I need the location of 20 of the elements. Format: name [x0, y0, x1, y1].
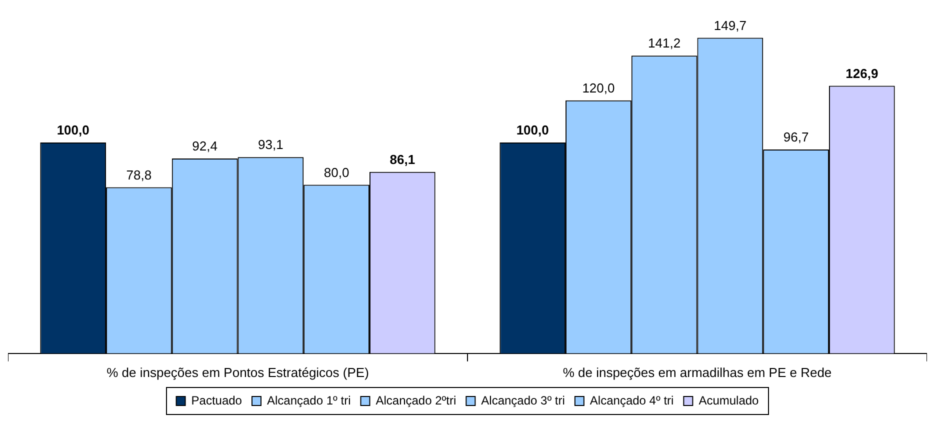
legend-label: Alcançado 4º tri	[590, 393, 674, 408]
data-label: 93,1	[258, 137, 284, 152]
x-tick-label: % de inspeções em Pontos Estratégicos (PE)	[106, 364, 369, 380]
data-label: 92,4	[192, 138, 218, 154]
data-label: 126,9	[846, 66, 878, 81]
data-label: 149,7	[714, 18, 746, 33]
data-label: 96,7	[783, 130, 809, 145]
legend-label: Alcançado 3º tri	[481, 393, 565, 408]
data-label: 141,2	[648, 36, 681, 51]
legend-label: Pactuado	[191, 393, 242, 408]
legend-label: Alcançado 1º tri	[266, 393, 351, 408]
data-label: 78,8	[126, 167, 152, 182]
data-label: 120,0	[582, 80, 615, 96]
legend-label: Alcançado 2ºtri	[376, 393, 456, 408]
data-label: 86,1	[390, 152, 416, 167]
x-tick-label: % de inspeções em armadilhas em PE e Rede	[562, 364, 832, 380]
data-label: 100,0	[56, 122, 90, 138]
legend-label: Acumulado	[698, 393, 760, 408]
data-label: 80,0	[324, 164, 350, 180]
data-label: 100,0	[516, 122, 549, 138]
